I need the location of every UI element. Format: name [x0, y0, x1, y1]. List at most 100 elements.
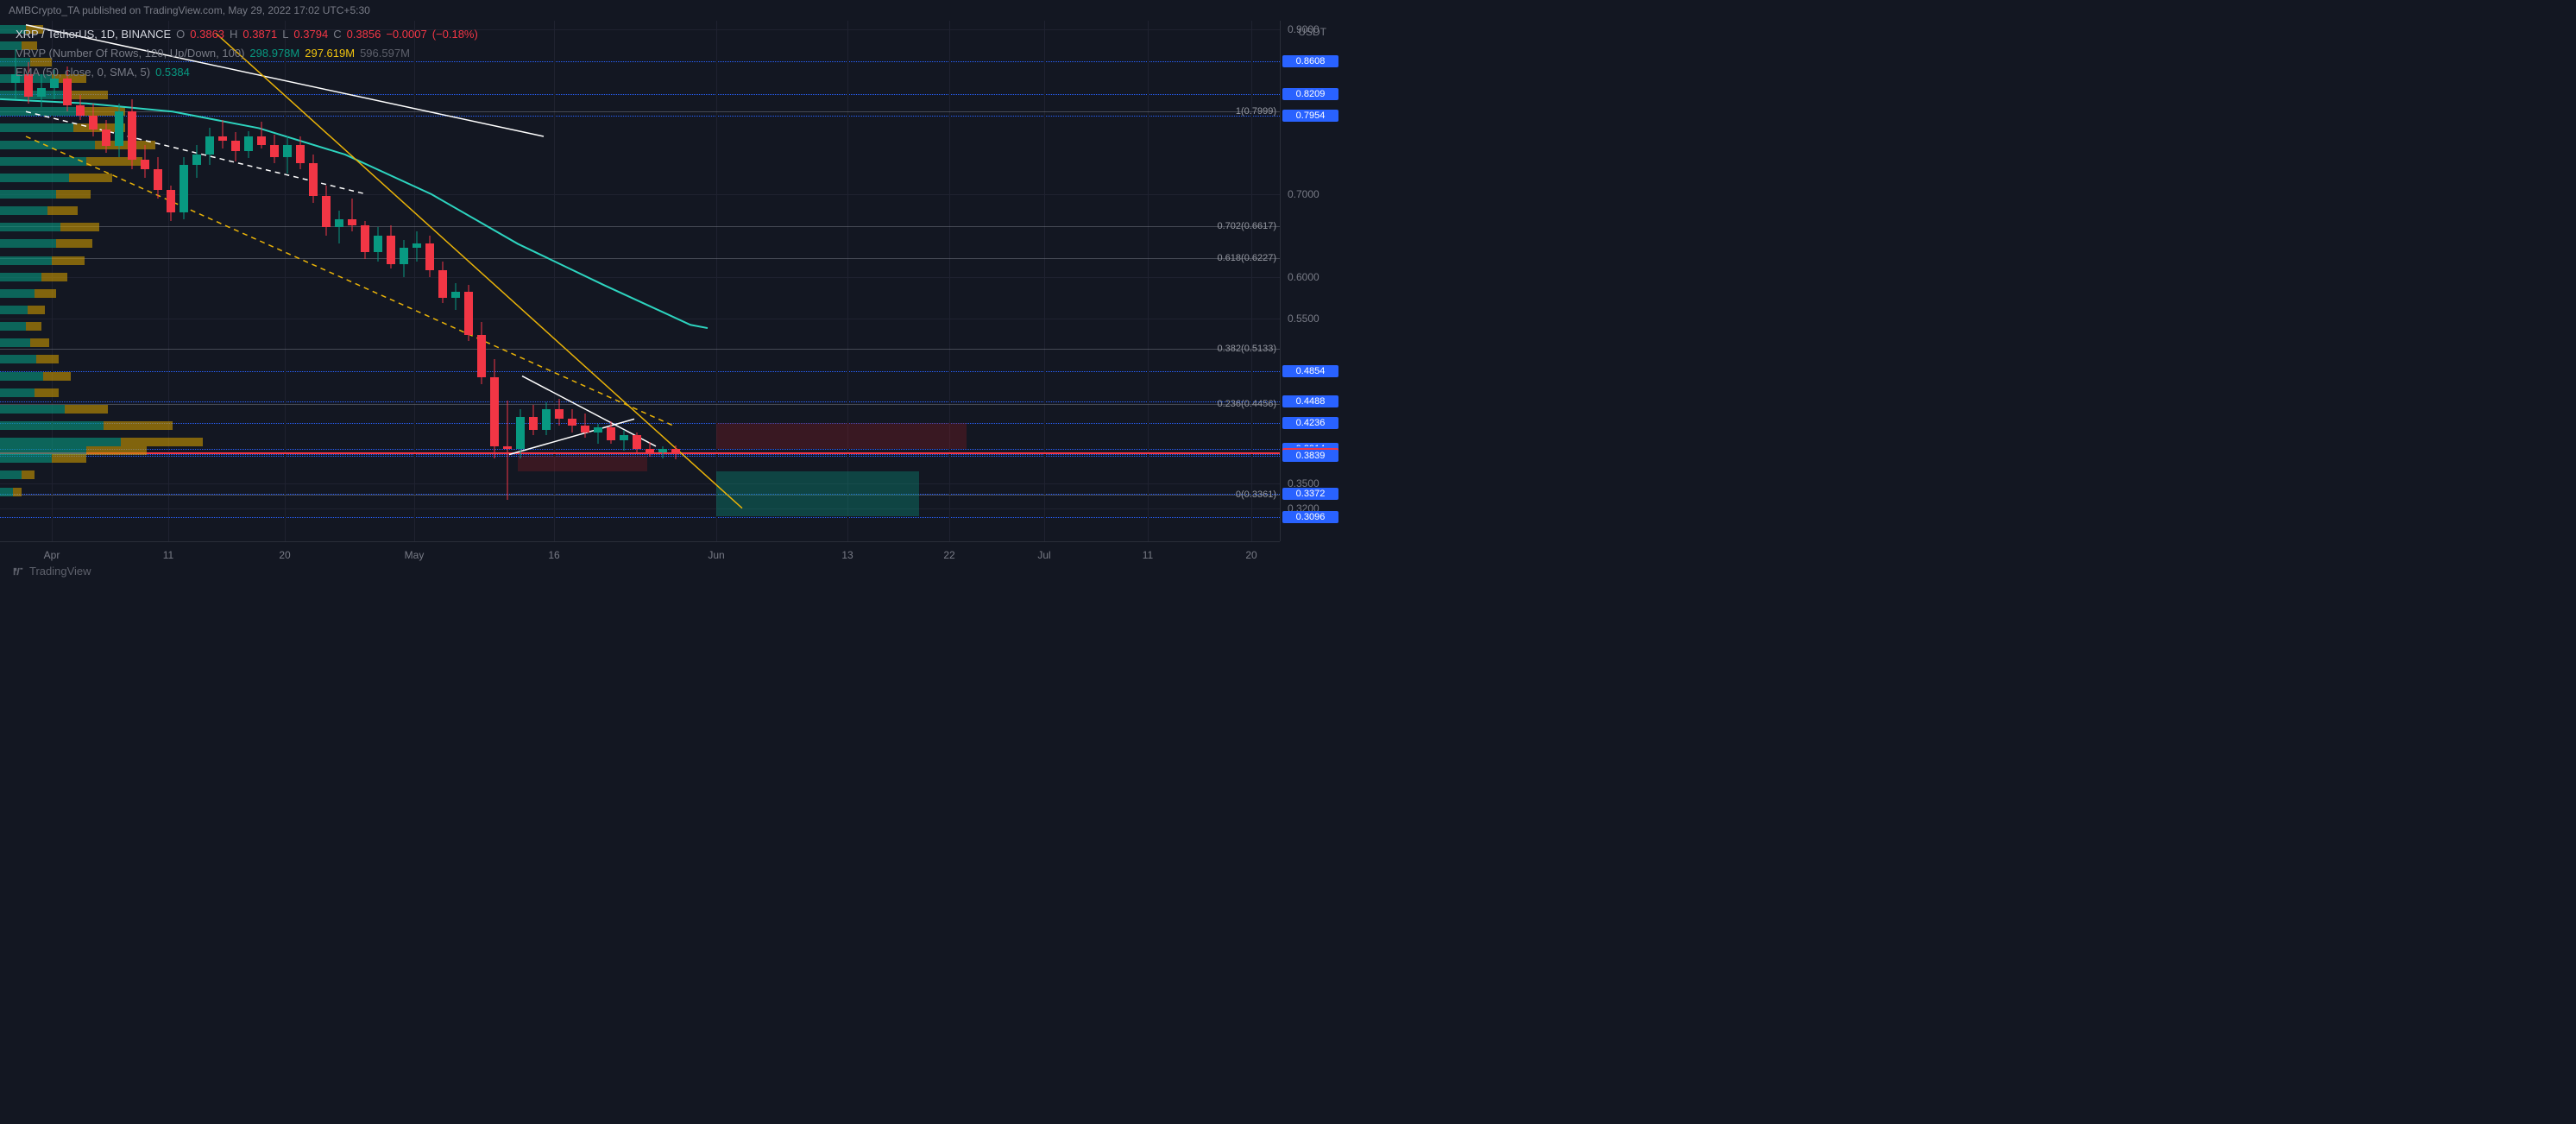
candle	[270, 135, 279, 163]
candle	[646, 442, 654, 457]
vrvp-bar	[13, 488, 22, 496]
candle	[542, 402, 551, 435]
candle	[335, 211, 343, 243]
candle	[413, 231, 421, 262]
ohlc-low: 0.3794	[293, 26, 328, 43]
candle	[76, 95, 85, 120]
candle	[633, 433, 641, 452]
candle	[361, 221, 369, 259]
candle	[451, 283, 460, 310]
candle	[568, 409, 576, 433]
info-panel: XRP / TetherUS, 1D, BINANCE O0.3863 H0.3…	[16, 26, 478, 83]
vrvp-bar	[0, 289, 35, 298]
x-tick: 16	[548, 549, 559, 561]
ohlc-open: 0.3863	[190, 26, 224, 43]
x-tick: 13	[841, 549, 853, 561]
vrvp-bar	[30, 338, 49, 347]
ohlc-change-pct: (−0.18%)	[432, 26, 478, 43]
vrvp-bar	[36, 355, 59, 363]
candle	[594, 424, 602, 444]
vrvp-bar	[121, 438, 203, 446]
vrvp-bar	[0, 338, 30, 347]
candle	[516, 409, 525, 458]
vrvp-bar	[0, 446, 86, 455]
ohlc-close: 0.3856	[347, 26, 381, 43]
candle	[128, 99, 136, 169]
candle	[477, 322, 486, 384]
ohlc-high: 0.3871	[242, 26, 277, 43]
vrvp-bar	[28, 306, 45, 314]
y-axis[interactable]: USDT 0.90000.70000.60000.55000.35000.320…	[1280, 21, 1340, 541]
candle	[387, 225, 395, 268]
tradingview-icon	[12, 565, 24, 578]
candle	[205, 128, 214, 165]
candle	[620, 430, 628, 451]
price-tag: 0.8209	[1282, 88, 1338, 100]
vrvp-bar	[35, 289, 56, 298]
vrvp-bar	[60, 223, 99, 231]
candle	[400, 240, 408, 277]
candle	[348, 199, 356, 231]
vrvp-bar	[0, 190, 56, 199]
ohlc-change: −0.0007	[386, 26, 426, 43]
candle	[192, 145, 201, 178]
chart-container: AMBCrypto_TA published on TradingView.co…	[0, 0, 1340, 584]
fib-label: 1(0.7999)	[1236, 106, 1276, 117]
vrvp-bar	[0, 322, 26, 331]
resistance-line	[0, 452, 1280, 454]
candle	[658, 446, 667, 458]
candle	[283, 136, 292, 174]
vrvp-bar	[41, 273, 67, 281]
vrvp-bar	[0, 123, 73, 132]
vrvp-bar	[0, 273, 41, 281]
y-tick: 0.7000	[1288, 188, 1319, 200]
vrvp-bar	[104, 421, 173, 430]
vrvp-bar	[0, 405, 65, 414]
vrvp-bar	[0, 174, 69, 182]
vrvp-bar	[43, 372, 71, 381]
candle	[503, 401, 512, 500]
vrvp-bar	[86, 446, 147, 455]
plot-area[interactable]: 1(0.7999)0.702(0.6617)0.618(0.6227)0.382…	[0, 21, 1280, 541]
candle	[425, 236, 434, 277]
x-tick: Jul	[1037, 549, 1050, 561]
price-tag: 0.3839	[1282, 450, 1338, 462]
x-tick: 11	[1143, 549, 1153, 561]
candle	[607, 421, 615, 444]
vrvp-bar	[35, 388, 59, 397]
candle	[671, 445, 680, 459]
x-tick: Apr	[44, 549, 60, 561]
candle	[167, 186, 175, 220]
vrvp-bar	[47, 206, 78, 215]
price-zone	[518, 456, 647, 471]
x-axis[interactable]: Apr1120May16Jun1322Jul1120	[0, 541, 1280, 584]
candle	[581, 414, 589, 439]
vrvp-bar	[0, 372, 43, 381]
fib-label: 0.702(0.6617)	[1218, 221, 1277, 231]
vrvp-bar	[0, 421, 104, 430]
x-tick: Jun	[708, 549, 724, 561]
x-tick: 20	[1245, 549, 1257, 561]
price-tag: 0.8608	[1282, 55, 1338, 67]
attribution: TradingView	[12, 565, 91, 578]
x-tick: 22	[943, 549, 954, 561]
candle	[322, 186, 331, 235]
fib-label: 0(0.3361)	[1236, 489, 1276, 500]
price-zone	[716, 423, 967, 450]
price-tag: 0.3096	[1282, 511, 1338, 523]
vrvp-bar	[0, 488, 13, 496]
symbol-pair: XRP / TetherUS, 1D, BINANCE	[16, 26, 171, 43]
y-tick: 0.6000	[1288, 271, 1319, 283]
candle	[180, 157, 188, 219]
trend-line	[216, 33, 742, 508]
candle	[555, 399, 564, 426]
vrvp-bar	[0, 157, 86, 166]
candle	[154, 157, 162, 199]
x-tick: 11	[163, 549, 173, 561]
vrvp-bar	[69, 174, 112, 182]
vrvp-bar	[65, 405, 108, 414]
candle	[102, 120, 110, 153]
fib-label: 0.382(0.5133)	[1218, 344, 1277, 354]
trend-line	[26, 136, 673, 426]
x-tick: 20	[279, 549, 290, 561]
